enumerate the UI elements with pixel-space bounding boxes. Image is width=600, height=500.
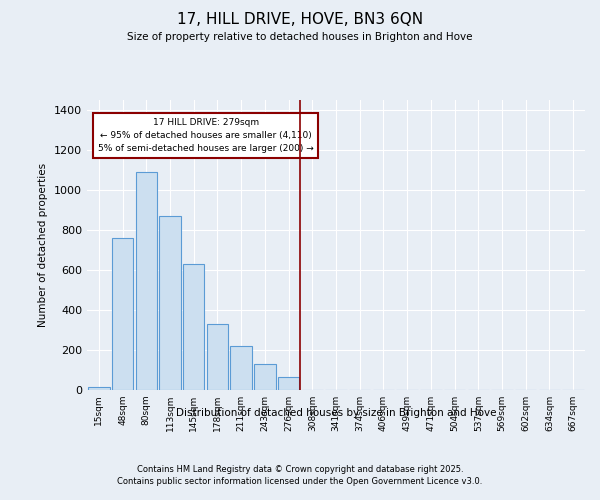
Text: Size of property relative to detached houses in Brighton and Hove: Size of property relative to detached ho… [127, 32, 473, 42]
Text: 17 HILL DRIVE: 279sqm
← 95% of detached houses are smaller (4,110)
5% of semi-de: 17 HILL DRIVE: 279sqm ← 95% of detached … [98, 118, 313, 154]
Text: 17, HILL DRIVE, HOVE, BN3 6QN: 17, HILL DRIVE, HOVE, BN3 6QN [177, 12, 423, 28]
Bar [254, 364, 275, 390]
Bar [136, 172, 157, 390]
Bar [278, 377, 299, 390]
Bar [230, 346, 252, 390]
Text: Contains public sector information licensed under the Open Government Licence v3: Contains public sector information licen… [118, 478, 482, 486]
Bar [207, 324, 228, 390]
Bar [112, 238, 133, 390]
Text: Distribution of detached houses by size in Brighton and Hove: Distribution of detached houses by size … [176, 408, 496, 418]
Text: Contains HM Land Registry data © Crown copyright and database right 2025.: Contains HM Land Registry data © Crown c… [137, 465, 463, 474]
Y-axis label: Number of detached properties: Number of detached properties [38, 163, 49, 327]
Bar [160, 216, 181, 390]
Bar [183, 264, 205, 390]
Bar [88, 387, 110, 390]
